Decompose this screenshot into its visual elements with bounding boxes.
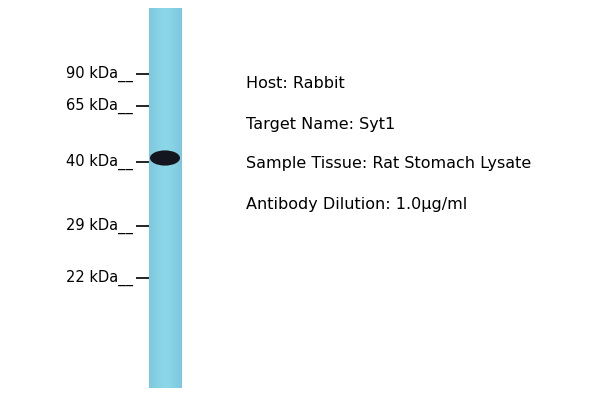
Text: 29 kDa__: 29 kDa__ bbox=[66, 218, 133, 234]
Text: Sample Tissue: Rat Stomach Lysate: Sample Tissue: Rat Stomach Lysate bbox=[246, 156, 531, 172]
Ellipse shape bbox=[150, 150, 180, 166]
Text: Antibody Dilution: 1.0µg/ml: Antibody Dilution: 1.0µg/ml bbox=[246, 196, 467, 212]
Text: 22 kDa__: 22 kDa__ bbox=[65, 270, 133, 286]
Text: Host: Rabbit: Host: Rabbit bbox=[246, 76, 345, 92]
Text: 65 kDa__: 65 kDa__ bbox=[66, 98, 133, 114]
Text: 90 kDa__: 90 kDa__ bbox=[66, 66, 133, 82]
Text: 40 kDa__: 40 kDa__ bbox=[66, 154, 133, 170]
Text: Target Name: Syt1: Target Name: Syt1 bbox=[246, 116, 395, 132]
